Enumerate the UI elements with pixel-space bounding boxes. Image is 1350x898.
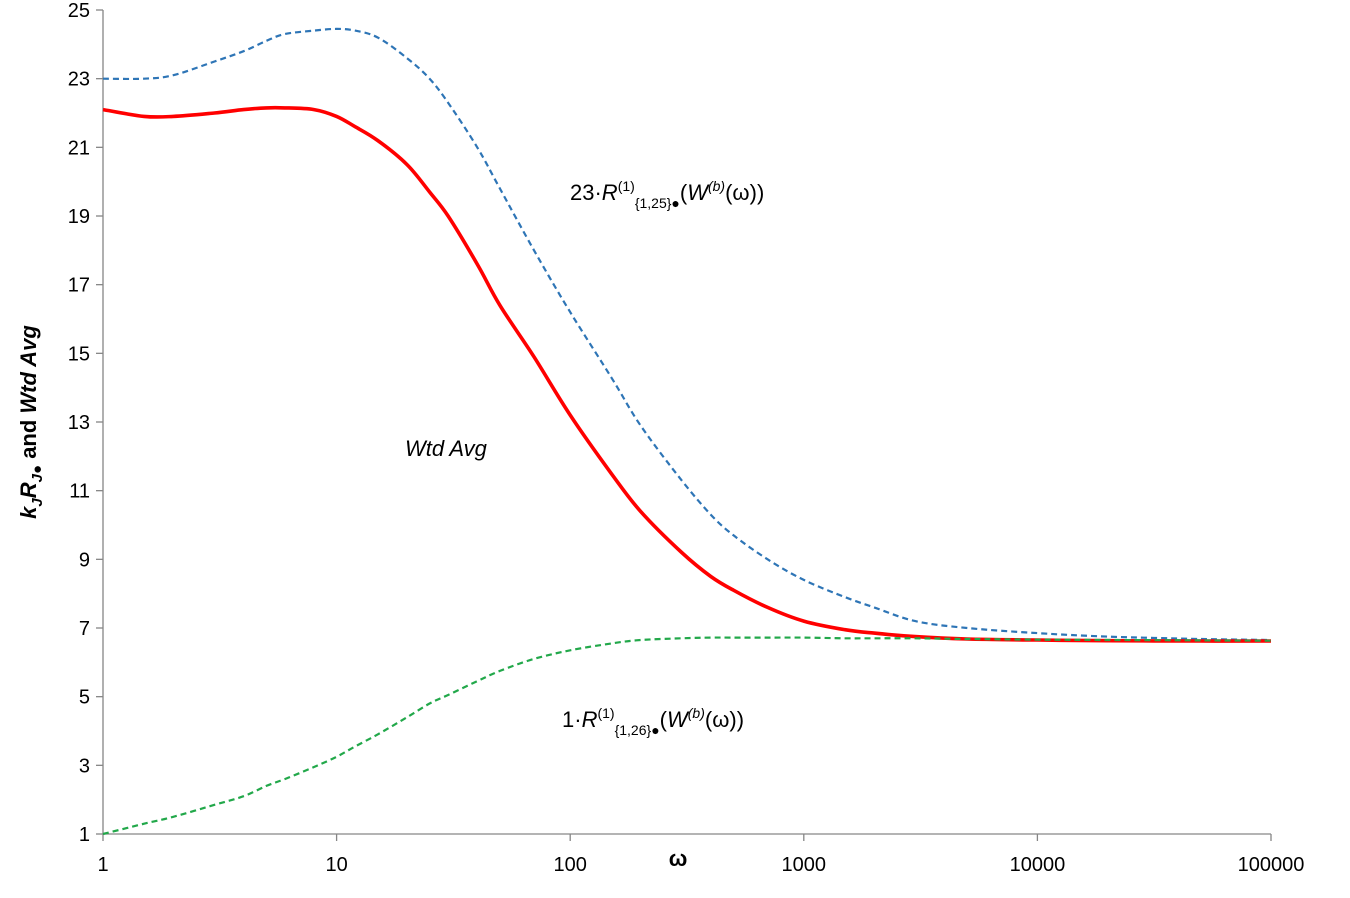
y-tick-label: 21	[68, 137, 90, 159]
annotation-lower-curve: 1·R(1){1,26}●(W(b)(ω))	[562, 705, 744, 738]
series-line-lower	[102, 636, 1272, 836]
y-tick-label: 23	[68, 69, 90, 91]
y-tick-label: 9	[79, 549, 90, 571]
y-tick-label: 17	[68, 275, 90, 297]
x-tick-label: 100	[554, 854, 587, 876]
series-group	[102, 27, 1272, 836]
y-tick-label: 11	[69, 481, 90, 503]
y-tick-label: 5	[79, 687, 90, 709]
y-tick-label: 25	[68, 0, 90, 22]
y-tick-label: 15	[68, 343, 90, 365]
y-tick-label: 13	[68, 412, 90, 434]
annotation-wtd-avg: Wtd Avg	[405, 436, 488, 461]
y-tick-label: 19	[68, 206, 90, 228]
x-tick-label: 100000	[1238, 854, 1305, 876]
x-tick-label: 10000	[1010, 854, 1066, 876]
series-line-upper	[102, 27, 1272, 642]
x-axis-title: ω	[669, 846, 688, 871]
y-tick-label: 1	[79, 824, 90, 846]
x-tick-label: 1000	[782, 854, 827, 876]
series-line-wtd	[102, 105, 1272, 643]
y-axis-title: kJRJ● and Wtd Avg	[16, 325, 46, 519]
y-tick-label: 7	[79, 618, 90, 640]
y-tick-label: 3	[79, 755, 90, 777]
annotation-upper-curve: 23·R(1){1,25}●(W(b)(ω))	[570, 178, 764, 211]
x-tick-label: 10	[325, 854, 347, 876]
x-tick-label: 1	[97, 854, 108, 876]
